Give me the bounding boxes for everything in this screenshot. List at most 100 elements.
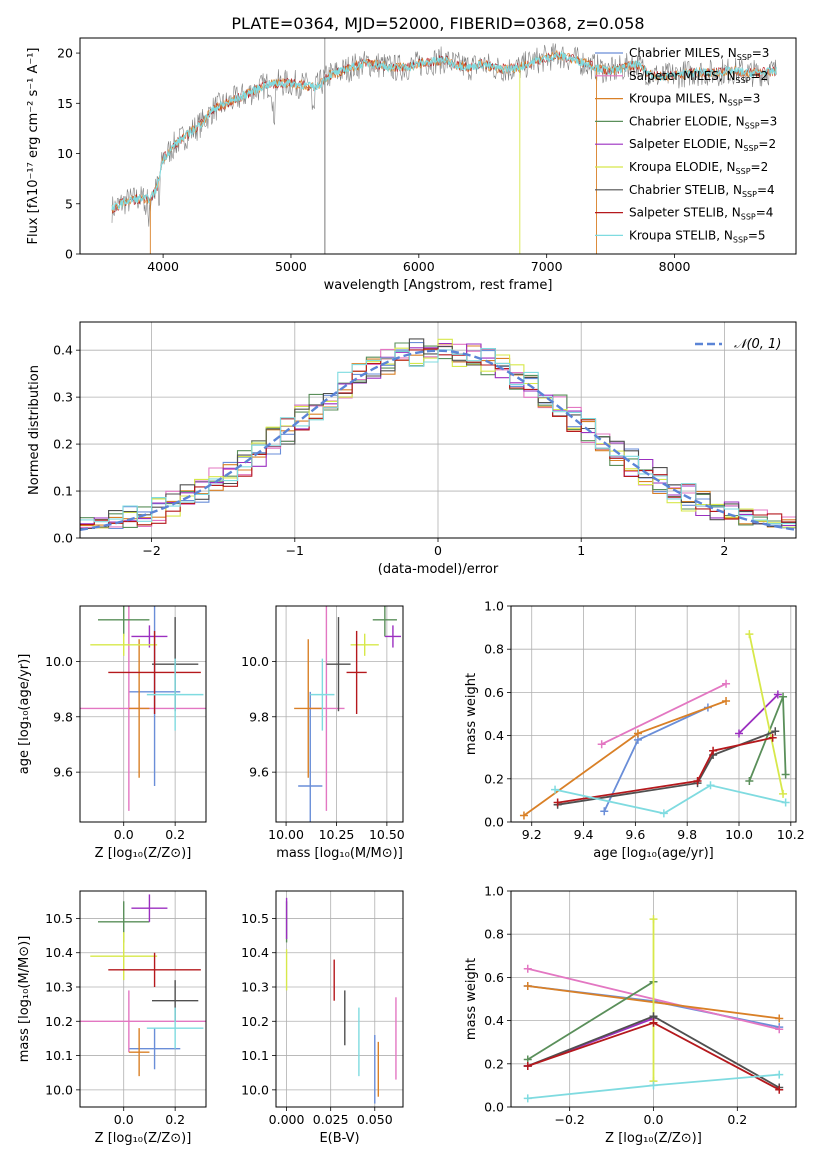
x-tick-label: 7000 xyxy=(531,259,563,274)
x-tick-label: 9.4 xyxy=(574,827,594,842)
plot-area xyxy=(285,897,397,1104)
x-axis-label: E(B-V) xyxy=(319,1131,359,1146)
axes-frame xyxy=(79,890,207,1108)
weight-line xyxy=(601,682,727,746)
x-axis-label: Z [log₁₀(Z/Z⊙)] xyxy=(95,1131,192,1146)
x-tick-label: 0.025 xyxy=(313,1112,349,1127)
weight-marker xyxy=(523,1061,532,1070)
x-axis-label: mass [log₁₀(M/M⊙)] xyxy=(276,846,403,861)
x-axis-label: (data-model)/error xyxy=(378,562,499,577)
x-tick-label: 9.2 xyxy=(522,827,542,842)
weight-marker xyxy=(781,798,790,807)
axes-frame xyxy=(275,605,404,823)
weight-marker xyxy=(649,1018,658,1027)
y-tick-label: 10.0 xyxy=(45,654,73,669)
plot-area xyxy=(294,606,401,822)
y-tick-label: 10.0 xyxy=(241,1082,269,1097)
x-axis-label: age [log₁₀(age/yr)] xyxy=(593,846,714,861)
legend-entry: Kroupa ELODIE, NSSP=2 xyxy=(629,160,768,176)
x-tick-label: 8000 xyxy=(659,259,691,274)
weight-marker xyxy=(735,729,743,738)
x-tick-label: 0.2 xyxy=(165,1112,185,1127)
weight-marker xyxy=(523,982,532,991)
x-tick-label: 0.2 xyxy=(727,1112,747,1127)
weight-marker xyxy=(659,809,668,818)
x-axis-label: Z [log₁₀(Z/Z⊙)] xyxy=(605,1131,702,1146)
y-axis-label: age [log₁₀(age/yr)] xyxy=(17,654,32,775)
x-tick-label: 0.2 xyxy=(165,827,185,842)
weight-marker xyxy=(553,798,562,807)
y-tick-label: 10.3 xyxy=(45,980,73,995)
weight-marker xyxy=(773,690,782,699)
weight-marker xyxy=(745,630,754,639)
y-tick-label: 10.0 xyxy=(241,654,269,669)
y-tick-label: 0.1 xyxy=(53,484,73,499)
y-tick-label: 10.1 xyxy=(45,1048,73,1063)
x-tick-label: 0.0 xyxy=(644,1112,664,1127)
chart-residuals: −2 −1 0 1 2 0.0 0.1 0.2 0.3 0.4 (data-model)/error… xyxy=(27,321,797,577)
weight-marker xyxy=(519,811,528,820)
legend-entry: Kroupa STELIB, NSSP=5 xyxy=(629,228,766,244)
axes-frame xyxy=(275,890,404,1108)
y-tick-label: 9.6 xyxy=(53,765,73,780)
x-axis-label: Z [log₁₀(Z/Z⊙)] xyxy=(95,846,192,861)
y-tick-label: 0 xyxy=(65,247,73,262)
y-tick-label: 0.4 xyxy=(484,728,504,743)
chart-mass-vs-ebv: 0.000 0.025 0.050 10.0 10.1 10.2 10.3 10.4 10.5 E… xyxy=(241,890,404,1146)
x-tick-label: −1 xyxy=(286,543,304,558)
weight-marker xyxy=(779,789,788,798)
x-tick-label: 10.0 xyxy=(725,827,753,842)
weight-marker xyxy=(745,776,754,785)
y-tick-label: 1.0 xyxy=(484,884,504,899)
y-tick-label: 10.3 xyxy=(241,980,269,995)
x-tick-label: 0.0 xyxy=(114,1112,134,1127)
legend-entry: Chabrier MILES, NSSP=3 xyxy=(629,46,769,62)
y-tick-label: 10 xyxy=(57,146,73,161)
weight-marker xyxy=(781,770,790,779)
weight-marker xyxy=(775,1085,784,1094)
y-axis-label: Flux [fλ10⁻¹⁷ erg cm⁻² s⁻¹ A⁻¹] xyxy=(26,48,41,245)
weight-marker xyxy=(775,1014,784,1023)
y-tick-label: 9.8 xyxy=(53,709,73,724)
weight-marker xyxy=(709,746,718,755)
weight-line xyxy=(554,784,786,815)
y-axis-label: mass [log₁₀(M/M⊙)] xyxy=(17,936,32,1063)
y-tick-label: 0.4 xyxy=(53,343,73,358)
normal-reference-curve xyxy=(80,349,796,531)
axes-frame xyxy=(510,605,797,823)
x-tick-label: 6000 xyxy=(403,259,435,274)
y-tick-label: 10.4 xyxy=(45,945,73,960)
weight-line xyxy=(523,700,727,817)
y-axis-label: mass weight xyxy=(464,673,479,755)
x-tick-label: 10.25 xyxy=(319,827,355,842)
y-tick-label: 20 xyxy=(57,46,73,61)
axes-frame xyxy=(79,605,207,823)
y-tick-label: 0.0 xyxy=(484,1100,504,1115)
legend-entry: 𝒩(0, 1) xyxy=(734,337,781,352)
spectrum-line xyxy=(111,43,777,227)
spectrum-line xyxy=(111,50,777,211)
x-tick-label: 9.6 xyxy=(625,827,645,842)
legend-entry: Chabrier ELODIE, NSSP=3 xyxy=(629,114,777,130)
weight-marker xyxy=(775,1070,784,1079)
weight-marker xyxy=(779,692,788,701)
weight-marker xyxy=(649,915,658,924)
plot-area xyxy=(111,38,777,254)
y-tick-label: 10.4 xyxy=(241,945,269,960)
y-tick-label: 10.1 xyxy=(241,1048,269,1063)
weight-marker xyxy=(523,964,532,973)
y-tick-label: 0.0 xyxy=(484,815,504,830)
x-tick-label: 9.8 xyxy=(677,827,697,842)
y-tick-label: 0.6 xyxy=(484,970,504,985)
y-tick-label: 5 xyxy=(65,196,73,211)
x-tick-label: −2 xyxy=(142,543,160,558)
weight-marker xyxy=(597,740,606,749)
weight-marker xyxy=(722,679,731,688)
y-tick-label: 10.0 xyxy=(45,1082,73,1097)
weight-marker xyxy=(523,1094,532,1103)
plot-area xyxy=(519,630,790,820)
y-tick-label: 0.6 xyxy=(484,685,504,700)
axes-frame xyxy=(79,321,797,539)
chart-weight-vs-age: 9.2 9.4 9.6 9.8 10.0 10.2 0.0 0.2 0.4 0.6 0.8 1.0 ag… xyxy=(464,599,805,862)
y-tick-label: 0.8 xyxy=(484,927,504,942)
